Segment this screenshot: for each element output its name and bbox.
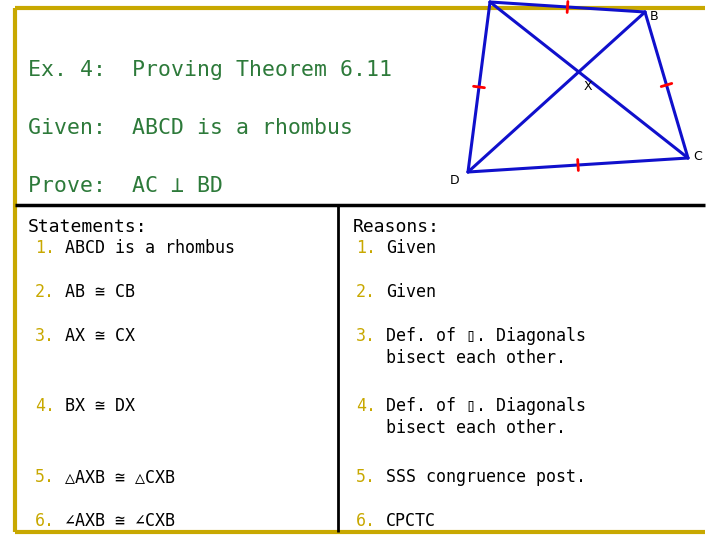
Text: X: X xyxy=(584,80,593,93)
Text: 3.: 3. xyxy=(35,327,55,345)
Text: D: D xyxy=(450,174,459,187)
Text: SSS congruence post.: SSS congruence post. xyxy=(386,468,586,486)
Text: 1.: 1. xyxy=(35,239,55,257)
Text: 5.: 5. xyxy=(35,468,55,486)
Text: Reasons:: Reasons: xyxy=(353,218,440,236)
Text: Prove:  AC ⊥ BD: Prove: AC ⊥ BD xyxy=(28,176,223,196)
Text: bisect each other.: bisect each other. xyxy=(386,349,566,367)
Text: ∠AXB ≅ ∠CXB: ∠AXB ≅ ∠CXB xyxy=(65,512,175,530)
Text: 5.: 5. xyxy=(356,468,376,486)
Text: AX ≅ CX: AX ≅ CX xyxy=(65,327,135,345)
Text: CPCTC: CPCTC xyxy=(386,512,436,530)
Text: 4.: 4. xyxy=(356,397,376,415)
Text: Given: Given xyxy=(386,283,436,301)
Text: Given: Given xyxy=(386,239,436,257)
Text: △AXB ≅ △CXB: △AXB ≅ △CXB xyxy=(65,468,175,486)
Text: bisect each other.: bisect each other. xyxy=(386,420,566,437)
Text: Given:  ABCD is a rhombus: Given: ABCD is a rhombus xyxy=(28,118,353,138)
Text: 4.: 4. xyxy=(35,397,55,415)
Text: C: C xyxy=(693,150,702,163)
Text: Def. of ▯. Diagonals: Def. of ▯. Diagonals xyxy=(386,397,586,415)
Text: ABCD is a rhombus: ABCD is a rhombus xyxy=(65,239,235,257)
Text: BX ≅ DX: BX ≅ DX xyxy=(65,397,135,415)
Text: Def. of ▯. Diagonals: Def. of ▯. Diagonals xyxy=(386,327,586,345)
Text: 2.: 2. xyxy=(35,283,55,301)
Text: 6.: 6. xyxy=(35,512,55,530)
Text: Statements:: Statements: xyxy=(28,218,148,236)
Text: 3.: 3. xyxy=(356,327,376,345)
Text: 1.: 1. xyxy=(356,239,376,257)
Text: 6.: 6. xyxy=(356,512,376,530)
Text: AB ≅ CB: AB ≅ CB xyxy=(65,283,135,301)
Text: B: B xyxy=(650,10,659,23)
Text: 2.: 2. xyxy=(356,283,376,301)
Text: Ex. 4:  Proving Theorem 6.11: Ex. 4: Proving Theorem 6.11 xyxy=(28,60,392,80)
